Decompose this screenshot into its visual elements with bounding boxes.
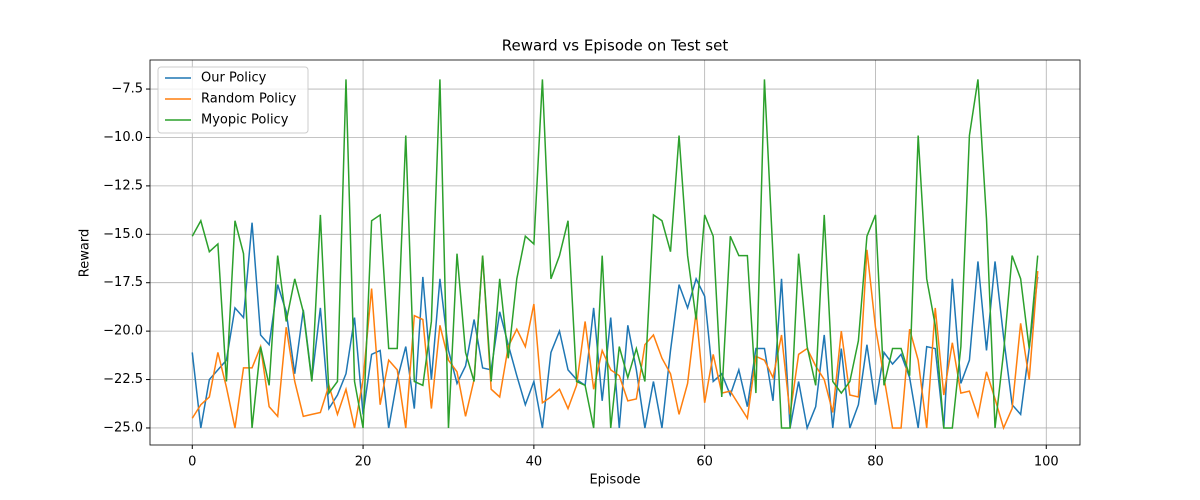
legend-box bbox=[157, 66, 309, 134]
plot-frame bbox=[149, 59, 1081, 446]
x-tick-label: 40 bbox=[526, 455, 543, 470]
y-tick-label: −10.0 bbox=[103, 130, 143, 145]
y-tick-label: −22.5 bbox=[103, 372, 143, 387]
x-axis-label: Episode bbox=[589, 473, 640, 488]
legend-label: Myopic Policy bbox=[201, 113, 289, 128]
series-line bbox=[191, 79, 1039, 429]
y-tick-label: −17.5 bbox=[103, 275, 143, 290]
y-tick-label: −25.0 bbox=[103, 420, 143, 435]
x-tick-label: 80 bbox=[867, 455, 884, 470]
y-tick-label: −15.0 bbox=[103, 227, 143, 242]
x-tick-label: 0 bbox=[188, 455, 196, 470]
x-tick-label: 60 bbox=[696, 455, 713, 470]
legend-label: Our Policy bbox=[201, 71, 267, 86]
y-tick-label: −12.5 bbox=[103, 178, 143, 193]
y-axis-label: Reward bbox=[78, 229, 93, 277]
chart-title: Reward vs Episode on Test set bbox=[502, 37, 729, 55]
y-tick-label: −20.0 bbox=[103, 324, 143, 339]
y-tick-label: −7.5 bbox=[111, 82, 143, 97]
x-tick-label: 20 bbox=[355, 455, 372, 470]
x-tick-label: 100 bbox=[1034, 455, 1059, 470]
series-line bbox=[191, 249, 1039, 431]
legend-label: Random Policy bbox=[201, 92, 297, 107]
